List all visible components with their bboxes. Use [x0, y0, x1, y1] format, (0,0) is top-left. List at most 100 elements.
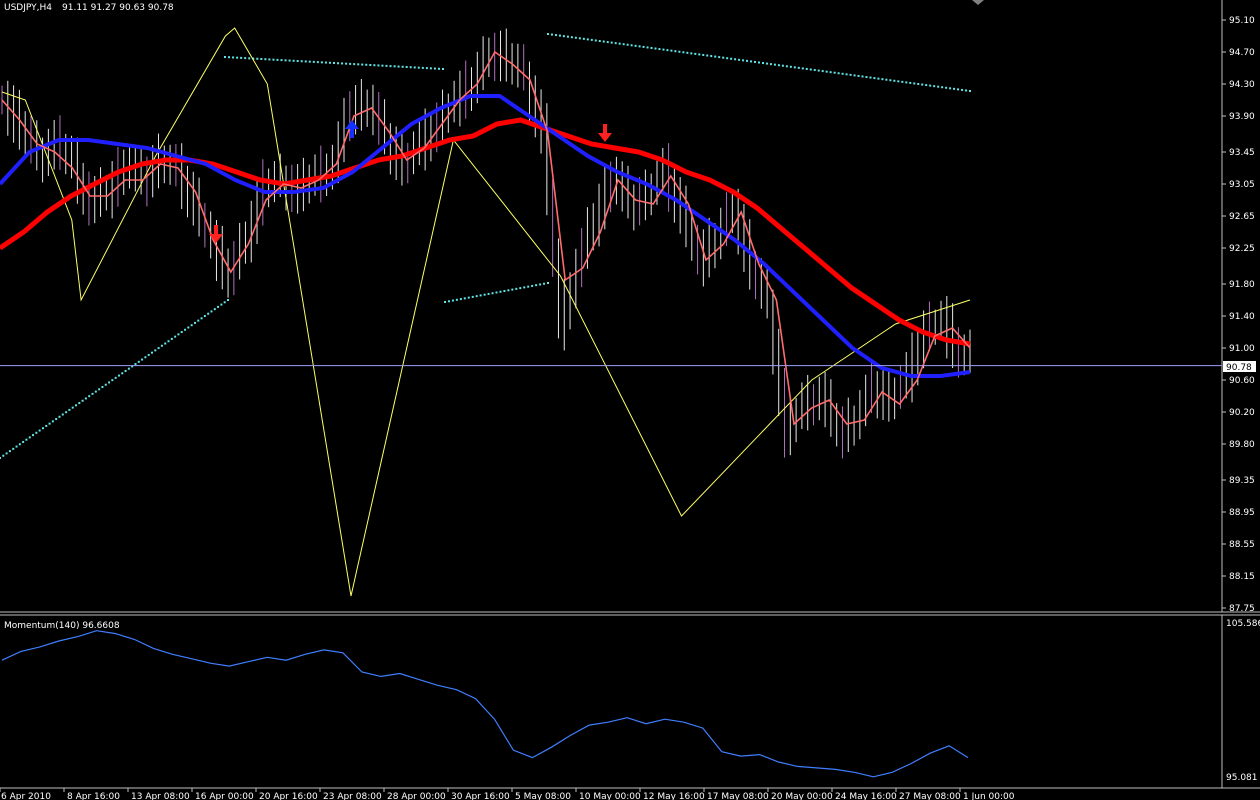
trend-dot: [925, 84, 928, 87]
trend-dot: [698, 53, 701, 56]
trend-dot: [670, 49, 673, 52]
trend-dot: [734, 58, 737, 61]
trend-dot: [94, 390, 97, 393]
trend-dot: [730, 57, 733, 60]
price-tick-label: 93.05: [1229, 180, 1255, 190]
trend-dot: [957, 88, 960, 91]
trend-dot: [328, 61, 331, 64]
trend-dot: [901, 80, 904, 83]
trend-dot: [638, 45, 641, 48]
trend-dot: [232, 56, 235, 59]
trend-dot: [702, 53, 705, 56]
trend-dot: [217, 305, 220, 308]
price-tick-label: 91.00: [1229, 344, 1255, 354]
trend-dot: [111, 379, 114, 382]
trend-dot: [511, 288, 514, 291]
buy-arrow-icon: [345, 120, 359, 138]
trend-dot: [754, 60, 757, 63]
trend-dot: [626, 43, 629, 46]
trend-dot: [849, 73, 852, 76]
trend-dot: [710, 55, 713, 58]
trend-dot: [634, 44, 637, 47]
trend-dot: [312, 60, 315, 63]
trend-dot: [523, 286, 526, 289]
trend-dot: [397, 65, 400, 68]
trend-dot: [401, 65, 404, 68]
price-tick-label: 94.30: [1229, 80, 1255, 90]
trend-dot: [773, 63, 776, 66]
trend-dot: [429, 67, 432, 70]
trend-dot: [678, 50, 681, 53]
trend-dot: [793, 66, 796, 69]
trend-dot: [905, 81, 908, 84]
current-price-label: 90.78: [1226, 363, 1252, 373]
trend-dot: [389, 65, 392, 68]
trend-dot: [813, 69, 816, 72]
trend-dot: [738, 58, 741, 61]
trend-dot: [144, 356, 147, 359]
trend-dot: [220, 303, 223, 306]
trend-dot: [213, 308, 216, 311]
trend-dot: [718, 56, 721, 59]
price-tick-label: 92.65: [1229, 212, 1255, 222]
time-tick-label: 27 May 08:00: [899, 792, 961, 800]
price-tick-label: 92.25: [1229, 244, 1255, 254]
momentum-max-label: 105.586: [1226, 619, 1260, 629]
trend-dot: [965, 89, 968, 92]
trend-dot: [227, 299, 229, 301]
ma-fast-line: [1, 50, 971, 426]
trend-dot: [949, 87, 952, 90]
trend-dot: [58, 415, 61, 418]
price-tick-label: 89.35: [1229, 476, 1255, 486]
trend-dot: [244, 57, 247, 60]
trend-dot: [61, 413, 64, 416]
trend-dot: [369, 64, 372, 66]
time-tick-label: 12 May 16:00: [643, 792, 705, 800]
trend-dot: [527, 285, 530, 288]
trend-dot: [865, 76, 868, 79]
trend-dot: [921, 83, 924, 86]
trend-dot: [933, 85, 936, 88]
trend-dot: [45, 424, 48, 427]
trend-dot: [785, 65, 788, 68]
trend-dot: [437, 67, 440, 70]
trend-dot: [0, 457, 1, 459]
trend-dot: [22, 440, 25, 443]
trend-dot: [121, 372, 124, 375]
trend-dot: [578, 37, 581, 40]
trend-dot: [207, 312, 210, 315]
trend-dot: [463, 297, 466, 300]
trend-dot: [160, 344, 163, 347]
trend-dot: [761, 62, 764, 65]
trend-dot: [68, 408, 71, 411]
trend-dot: [491, 292, 494, 295]
momentum-panel[interactable]: Momentum(140) 96.6608 105.586 95.081: [0, 614, 1260, 789]
time-tick-label: 1 Jun 00:00: [963, 792, 1015, 800]
main-price-panel[interactable]: 95.10 94.70 94.30 93.90 93.45 93.05 92.65 92.25…: [0, 0, 1260, 614]
trend-dot: [276, 58, 279, 61]
trend-dot: [961, 88, 964, 91]
trend-dot: [801, 67, 804, 70]
trend-dot: [268, 58, 271, 61]
trend-dot: [622, 43, 625, 46]
trend-dot: [515, 287, 518, 290]
trend-dot: [487, 292, 490, 295]
trend-dot: [154, 349, 157, 352]
price-tick-label: 91.40: [1229, 312, 1255, 322]
trend-dot: [837, 72, 840, 75]
trend-dot: [393, 65, 396, 68]
trend-dot: [98, 388, 101, 391]
trend-dot: [280, 59, 283, 62]
trend-dot: [349, 62, 352, 65]
trend-dot: [869, 76, 872, 79]
trend-dot: [614, 42, 617, 45]
time-tick-label: 28 Apr 00:00: [387, 792, 446, 800]
time-tick-label: 8 Apr 16:00: [67, 792, 120, 800]
zigzag-line: [1, 27, 971, 597]
time-tick-label: 13 Apr 08:00: [131, 792, 190, 800]
trend-dot: [184, 328, 187, 331]
trend-dot: [264, 58, 267, 61]
trend-dot: [562, 35, 565, 38]
